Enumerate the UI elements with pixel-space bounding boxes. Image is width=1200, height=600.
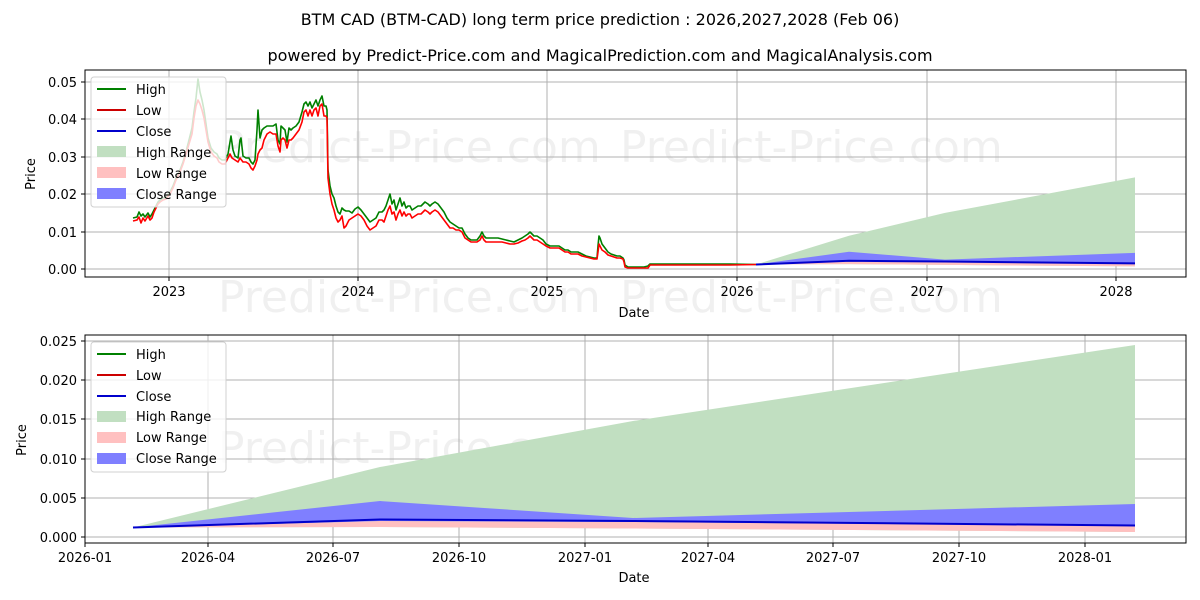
bottom-x-axis: 2026-01 2026-04 2026-07 2026-10 2027-01 … (58, 543, 1112, 586)
x-tick-label: 2027-07 (806, 551, 860, 566)
legend-high-label: High (136, 83, 166, 98)
x-tick-label: 2028 (1099, 285, 1132, 300)
x-tick-label: 2027-04 (681, 551, 735, 566)
x-tick-label: 2028-01 (1058, 551, 1112, 566)
top-legend: High Low Close High Range Low Range Clos… (90, 76, 227, 208)
legend-high-range-swatch (97, 146, 126, 157)
x-tick-label: 2026-01 (58, 551, 112, 566)
legend-high-range-label: High Range (136, 410, 211, 425)
bottom-axes-frame (84, 334, 1187, 544)
x-tick-label: 2027-01 (558, 551, 612, 566)
bottom-x-axis-label: Date (618, 571, 649, 586)
y-tick-label: 0.020 (40, 374, 77, 389)
x-tick-label: 2027 (910, 285, 943, 300)
x-tick-label: 2026-07 (306, 551, 360, 566)
y-tick-label: 0.025 (40, 335, 77, 350)
legend-low-label: Low (136, 369, 162, 384)
y-tick-label: 0.015 (40, 413, 77, 428)
top-axes-frame (84, 69, 1187, 278)
legend-close-range-label: Close Range (136, 188, 217, 203)
y-tick-label: 0.010 (40, 453, 77, 468)
y-tick-label: 0.05 (48, 76, 77, 91)
watermark: Predict-Price.com (620, 272, 1003, 323)
chart-title: BTM CAD (BTM-CAD) long term price predic… (300, 10, 900, 29)
legend-low-range-label: Low Range (136, 167, 207, 182)
watermark: Predict-Price.com (218, 122, 601, 173)
y-tick-label: 0.005 (40, 492, 77, 507)
bottom-legend: High Low Close High Range Low Range Clos… (90, 341, 227, 473)
legend-low-range-swatch (97, 167, 126, 178)
low-range-area (133, 521, 1135, 532)
x-tick-label: 2026-04 (181, 551, 235, 566)
x-tick-label: 2026-10 (432, 551, 486, 566)
watermark: Predict-Price.com (218, 272, 601, 323)
low-range-area (756, 261, 1135, 267)
legend-high-range-swatch (97, 411, 126, 422)
legend-low-range-swatch (97, 432, 126, 443)
bottom-chart: Predict-Price.com Predict-Price.com (15, 334, 1187, 586)
legend-high-label: High (136, 348, 166, 363)
close-line (755, 259, 1136, 266)
y-tick-label: 0.000 (40, 531, 77, 546)
legend-close-range-swatch (97, 188, 126, 199)
x-tick-label: 2027-10 (932, 551, 986, 566)
close-range-area (133, 501, 1135, 528)
close-line (132, 518, 1136, 529)
high-range-area (756, 177, 1135, 267)
watermark: Predict-Price.com (620, 122, 1003, 173)
high-range-area (133, 345, 1135, 532)
x-tick-label: 2025 (530, 285, 563, 300)
legend-high-range-label: High Range (136, 146, 211, 161)
legend-close-label: Close (136, 390, 171, 405)
legend-low-range-label: Low Range (136, 431, 207, 446)
y-tick-label: 0.01 (48, 226, 77, 241)
x-tick-label: 2023 (152, 285, 185, 300)
top-y-axis: 0.00 0.01 0.02 0.03 0.04 0.05 Price (24, 76, 85, 278)
legend-close-label: Close (136, 125, 171, 140)
x-tick-label: 2026 (720, 285, 753, 300)
bottom-y-axis: 0.000 0.005 0.010 0.015 0.020 0.025 Pric… (15, 335, 85, 546)
top-x-axis-label: Date (618, 306, 649, 321)
top-chart: Predict-Price.com Predict-Price.com Pred… (24, 69, 1187, 323)
y-tick-label: 0.02 (48, 188, 77, 203)
legend-close-range-swatch (97, 453, 126, 464)
top-y-axis-label: Price (24, 158, 39, 190)
y-tick-label: 0.00 (48, 263, 77, 278)
x-tick-label: 2024 (341, 285, 374, 300)
bottom-y-axis-label: Price (15, 424, 30, 456)
top-x-axis: 2023 2024 2025 2026 2027 2028 Date (152, 277, 1133, 321)
y-tick-label: 0.03 (48, 151, 77, 166)
legend-low-label: Low (136, 104, 162, 119)
y-tick-label: 0.04 (48, 113, 77, 128)
legend-close-range-label: Close Range (136, 452, 217, 467)
chart-subtitle: powered by Predict-Price.com and Magical… (267, 46, 933, 65)
